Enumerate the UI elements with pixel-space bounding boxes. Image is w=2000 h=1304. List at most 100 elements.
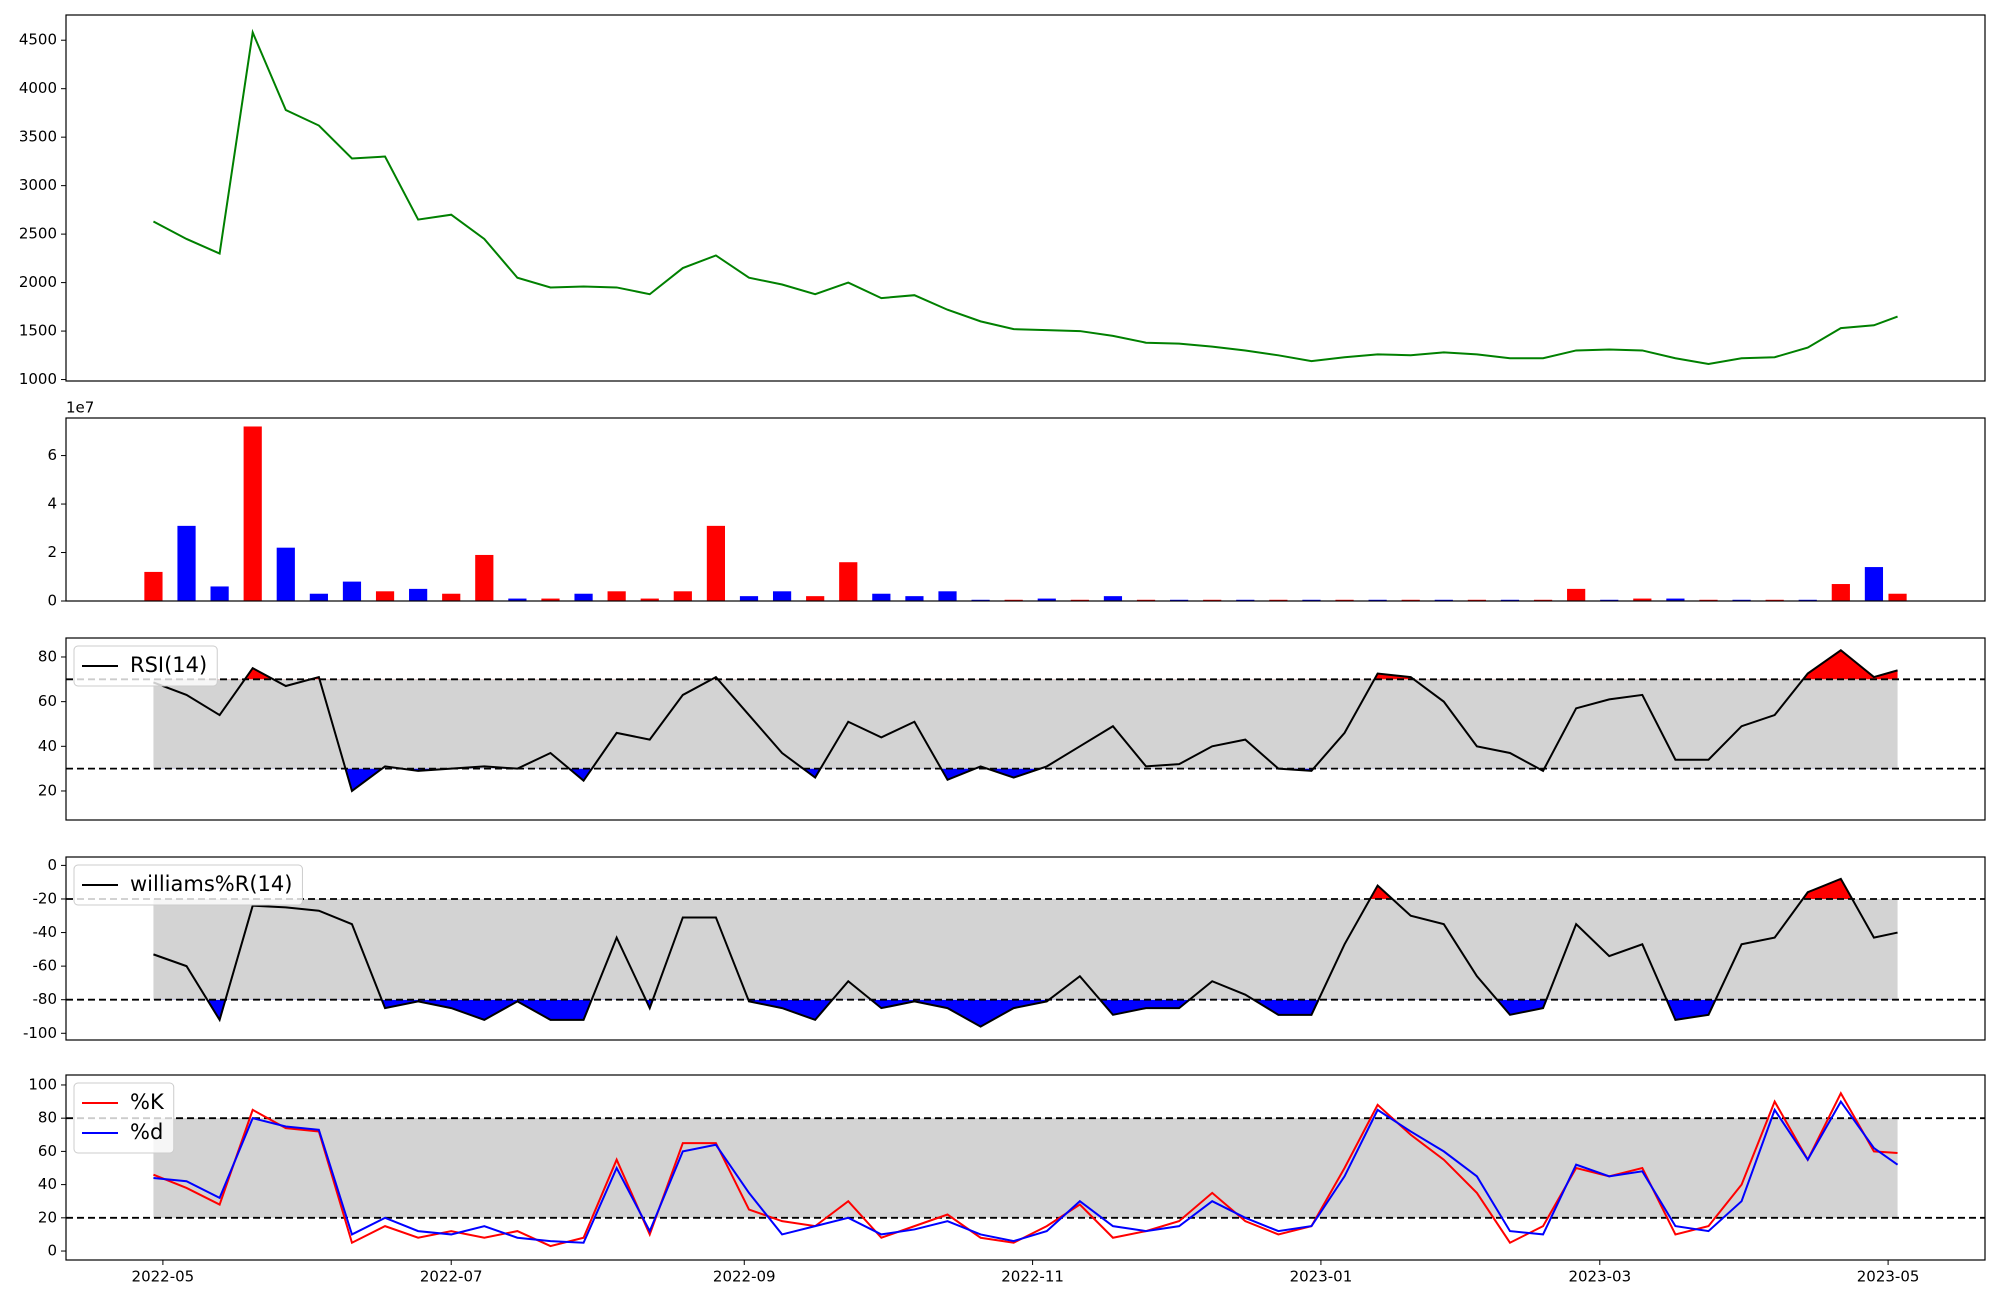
volume-bar <box>1335 599 1354 601</box>
legend-label: %K <box>130 1090 165 1114</box>
y-tick-label: 1000 <box>19 370 57 388</box>
volume-bar <box>1170 599 1189 601</box>
volume-bar <box>1765 599 1784 601</box>
axes-frame <box>65 637 1986 821</box>
y-offset-label: 1e7 <box>66 399 94 417</box>
volume-bar <box>210 586 229 601</box>
volume-bar <box>706 525 726 601</box>
volume-bar <box>1798 599 1817 601</box>
y-tick-label: 100 <box>28 1075 57 1093</box>
y-tick-label: 20 <box>38 1208 57 1226</box>
y-tick-label: 60 <box>38 692 57 710</box>
legend-label: %d <box>130 1120 163 1144</box>
volume-bar <box>971 599 990 601</box>
volume-bar <box>1236 599 1255 601</box>
volume-bar <box>508 598 527 601</box>
legend-label: williams%R(14) <box>130 872 292 896</box>
volume-bar <box>1269 599 1288 601</box>
volume-bar <box>1666 598 1685 601</box>
axes-frame <box>65 14 1986 382</box>
volume-bar <box>1864 567 1884 601</box>
volume-bar <box>541 598 560 601</box>
x-tick-label: 2023-01 <box>1290 1268 1353 1286</box>
y-tick-label: 20 <box>38 781 57 799</box>
x-tick-label: 2023-05 <box>1857 1268 1920 1286</box>
volume-bar <box>1070 599 1089 601</box>
volume-bar <box>1699 599 1718 601</box>
threshold-band <box>153 898 1898 1000</box>
y-tick-label: 6 <box>47 446 57 464</box>
volume-bar <box>1831 584 1850 601</box>
y-tick-label: 0 <box>47 592 57 610</box>
volume-bar <box>342 581 362 601</box>
volume-bar <box>144 571 163 601</box>
oversold-fill <box>345 768 1545 791</box>
volume-bar <box>1037 598 1056 601</box>
volume-bar <box>1533 599 1553 601</box>
x-tick-label: 2022-05 <box>132 1268 195 1286</box>
volume-bar <box>872 593 891 601</box>
y-tick-label: 80 <box>38 1109 57 1127</box>
volume-bar <box>739 596 759 601</box>
axes-frame <box>65 417 1986 602</box>
volume-bar <box>475 554 494 601</box>
volume-bar <box>1500 599 1520 601</box>
volume-bar <box>1368 599 1387 601</box>
volume-bar <box>938 591 957 601</box>
volume-bar <box>309 593 328 601</box>
y-tick-label: 40 <box>38 1175 57 1193</box>
y-tick-label: 0 <box>47 1242 57 1260</box>
volume-bar <box>1567 588 1586 601</box>
volume-bar <box>1732 599 1751 601</box>
x-tick-label: 2022-07 <box>420 1268 483 1286</box>
y-tick-label: -20 <box>33 889 58 907</box>
legend-box <box>73 1082 175 1154</box>
volume-bar <box>375 591 395 601</box>
volume-bar <box>839 562 858 601</box>
legend-box <box>73 864 303 906</box>
series-line <box>152 28 1898 366</box>
volume-bar <box>640 598 659 601</box>
oversold-fill <box>207 999 1716 1027</box>
y-tick-label: 1500 <box>19 322 57 340</box>
volume-bar <box>1004 599 1023 601</box>
volume-bar <box>1888 593 1907 601</box>
y-tick-label: 4500 <box>19 31 57 49</box>
y-tick-label: 2 <box>47 543 57 561</box>
x-tick-label: 2022-11 <box>1001 1268 1064 1286</box>
x-tick-label: 2022-09 <box>713 1268 776 1286</box>
volume-bar <box>1136 599 1156 601</box>
y-tick-label: 2500 <box>19 225 57 243</box>
y-tick-label: 80 <box>38 647 57 665</box>
volume-bar <box>574 593 593 601</box>
series-line <box>153 877 1898 1028</box>
threshold-band <box>153 1118 1898 1218</box>
volume-bar <box>772 591 792 601</box>
volume-bar <box>1401 599 1420 601</box>
threshold-band <box>153 679 1898 769</box>
volume-bar <box>1600 599 1619 601</box>
volume-bar <box>1434 599 1453 601</box>
volume-bar <box>1467 599 1486 601</box>
y-tick-label: -60 <box>33 957 58 975</box>
volume-bar <box>442 593 461 601</box>
y-tick-label: 2000 <box>19 273 57 291</box>
y-tick-label: 3500 <box>19 128 57 146</box>
y-tick-label: 60 <box>38 1142 57 1160</box>
y-tick-label: 0 <box>47 856 57 874</box>
series-line <box>153 649 1898 793</box>
volume-bar <box>905 596 924 601</box>
axes-frame <box>65 1074 1986 1261</box>
volume-bar <box>276 547 295 601</box>
y-tick-label: 4 <box>47 495 57 513</box>
legend-box <box>73 645 218 687</box>
y-tick-label: 4000 <box>19 79 57 97</box>
y-tick-label: -100 <box>23 1024 57 1042</box>
legend-label: RSI(14) <box>130 653 207 677</box>
x-tick-label: 2023-03 <box>1568 1268 1631 1286</box>
volume-bar <box>1302 599 1321 601</box>
y-tick-label: -80 <box>33 990 58 1008</box>
y-tick-label: 40 <box>38 737 57 755</box>
volume-bar <box>243 426 262 601</box>
